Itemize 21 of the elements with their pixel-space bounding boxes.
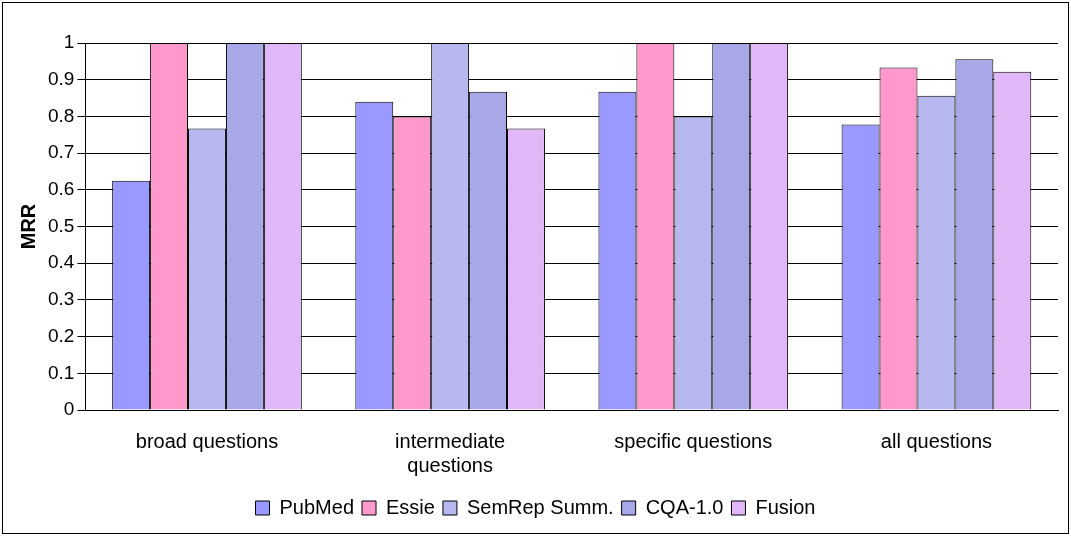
y-tick-label: 1 [63,31,75,53]
legend-label: Essie [386,495,435,518]
y-tick-label: 0 [63,398,75,420]
x-tick-label: broad questions [135,429,279,452]
y-tick-label: 0.5 [47,214,75,236]
y-tick-label: 0.9 [47,67,75,89]
legend-label: CQA-1.0 [645,495,724,518]
y-tick-label: 0.4 [47,251,75,273]
y-tick-label: 0.6 [47,178,75,200]
y-tick-label: 0.1 [47,361,75,383]
y-axis-title: MRR [16,203,39,250]
y-tick-label: 0.3 [47,288,75,310]
y-tick-label: 0.7 [47,141,75,163]
x-tick-label: intermediate questions [395,429,506,476]
legend-label: Fusion [755,495,816,518]
x-tick-label: all questions [880,429,993,452]
legend-label: PubMed [279,495,355,518]
legend-label: SemRep Summ. [466,495,614,518]
y-tick-label: 0.2 [47,324,75,346]
x-tick-label: specific questions [614,429,773,452]
y-tick-label: 0.8 [47,104,75,126]
